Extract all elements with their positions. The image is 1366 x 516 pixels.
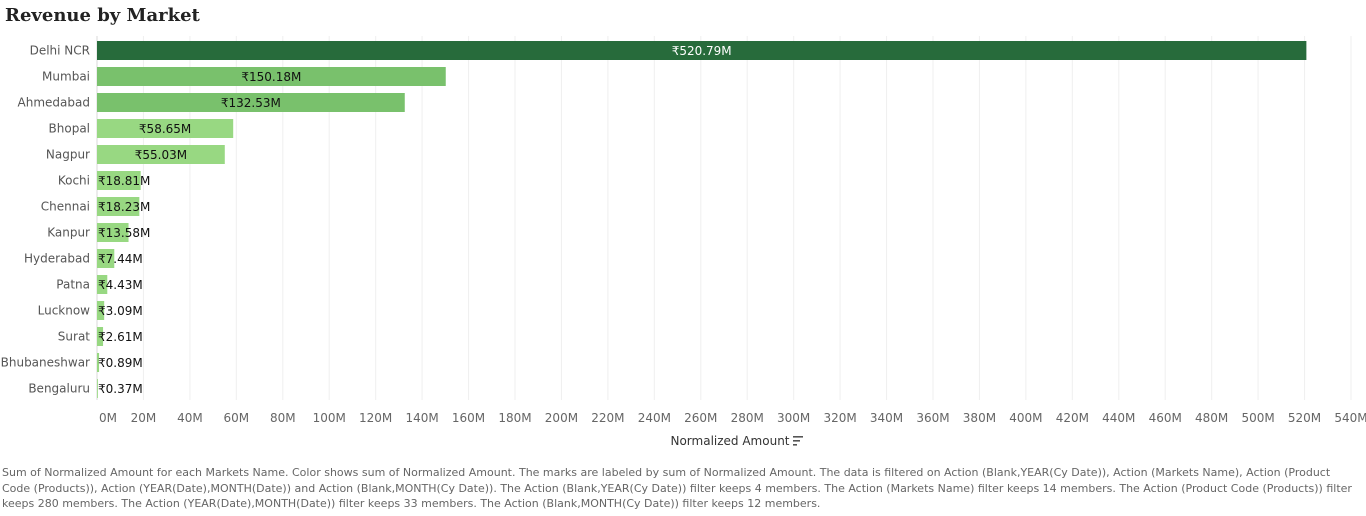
- x-tick-label: 60M: [224, 411, 250, 425]
- category-label: Patna: [56, 278, 90, 292]
- data-label: ₹4.43M: [98, 278, 143, 292]
- x-tick-label: 100M: [313, 411, 346, 425]
- x-tick-label: 40M: [177, 411, 203, 425]
- data-label: ₹3.09M: [98, 304, 143, 318]
- bar[interactable]: [97, 249, 115, 268]
- category-label: Bhubaneshwar: [1, 356, 90, 370]
- x-tick-label: 0M: [99, 411, 117, 425]
- bar[interactable]: [97, 197, 140, 216]
- category-label: Bhopal: [49, 122, 90, 136]
- bar[interactable]: [97, 275, 108, 294]
- data-label: ₹2.61M: [98, 330, 143, 344]
- data-label: ₹18.81M: [98, 174, 150, 188]
- category-label: Ahmedabad: [18, 96, 90, 110]
- bars: [97, 41, 1307, 398]
- x-tick-label: 200M: [545, 411, 578, 425]
- category-label: Kanpur: [47, 226, 90, 240]
- bar[interactable]: [97, 327, 104, 346]
- x-tick-label: 360M: [916, 411, 949, 425]
- category-label: Kochi: [58, 174, 90, 188]
- x-tick-label: 380M: [963, 411, 996, 425]
- chart-title: Revenue by Market: [5, 5, 200, 26]
- data-label: ₹13.58M: [98, 226, 150, 240]
- x-axis-ticks: 0M 20M 40M 60M 80M 100M 120M 140M 160M 180M 200M 22…: [99, 411, 1366, 425]
- x-tick-label: 460M: [1149, 411, 1182, 425]
- data-label: ₹0.89M: [98, 356, 143, 370]
- bar[interactable]: [97, 41, 1307, 60]
- category-label: Hyderabad: [24, 252, 90, 266]
- data-labels: ₹520.79M ₹150.18M ₹132.53M ₹58.65M ₹55.03M ₹1…: [98, 44, 732, 396]
- x-axis-label: Normalized Amount: [670, 434, 789, 448]
- data-label: ₹18.23M: [98, 200, 150, 214]
- x-tick-label: 300M: [777, 411, 810, 425]
- bar[interactable]: [97, 379, 98, 398]
- data-label: ₹132.53M: [221, 96, 281, 110]
- x-tick-label: 160M: [452, 411, 485, 425]
- bar[interactable]: [97, 119, 234, 138]
- x-tick-label: 20M: [131, 411, 157, 425]
- x-tick-label: 240M: [638, 411, 671, 425]
- sort-descending-icon[interactable]: [793, 436, 803, 446]
- chart-caption: Sum of Normalized Amount for each Market…: [2, 466, 1352, 510]
- x-tick-label: 180M: [498, 411, 531, 425]
- data-label: ₹58.65M: [139, 122, 191, 136]
- x-axis: Normalized Amount: [670, 434, 803, 448]
- data-label: ₹150.18M: [241, 70, 301, 84]
- bar[interactable]: [97, 93, 405, 112]
- category-label: Bengaluru: [28, 382, 90, 396]
- category-label: Delhi NCR: [30, 44, 90, 58]
- data-label: ₹0.37M: [98, 382, 143, 396]
- category-label: Mumbai: [42, 70, 90, 84]
- x-tick-label: 520M: [1288, 411, 1321, 425]
- x-tick-label: 140M: [405, 411, 438, 425]
- category-label: Nagpur: [46, 148, 90, 162]
- bar[interactable]: [97, 353, 100, 372]
- bar[interactable]: [97, 223, 129, 242]
- bar[interactable]: [97, 301, 105, 320]
- bar[interactable]: [97, 67, 446, 86]
- x-tick-label: 320M: [823, 411, 856, 425]
- x-tick-label: 440M: [1102, 411, 1135, 425]
- x-tick-label: 280M: [731, 411, 764, 425]
- category-label: Lucknow: [38, 304, 91, 318]
- category-label: Surat: [58, 330, 91, 344]
- bar-chart: Delhi NCR Mumbai Ahmedabad Bhopal Nagpur Koch…: [1, 36, 1366, 448]
- x-tick-label: 120M: [359, 411, 392, 425]
- category-label: Chennai: [41, 200, 90, 214]
- data-label: ₹7.44M: [98, 252, 143, 266]
- bar[interactable]: [97, 145, 225, 164]
- x-tick-label: 420M: [1056, 411, 1089, 425]
- category-labels: Delhi NCR Mumbai Ahmedabad Bhopal Nagpur Koch…: [1, 44, 91, 396]
- data-label: ₹55.03M: [135, 148, 187, 162]
- x-tick-label: 260M: [684, 411, 717, 425]
- x-tick-label: 400M: [1009, 411, 1042, 425]
- gridlines: [96, 36, 1352, 400]
- bar[interactable]: [97, 171, 141, 190]
- data-label: ₹520.79M: [672, 44, 732, 58]
- x-tick-label: 220M: [591, 411, 624, 425]
- x-tick-label: 500M: [1241, 411, 1274, 425]
- x-tick-label: 540M: [1334, 411, 1366, 425]
- x-tick-label: 480M: [1195, 411, 1228, 425]
- x-tick-label: 80M: [270, 411, 296, 425]
- x-tick-label: 340M: [870, 411, 903, 425]
